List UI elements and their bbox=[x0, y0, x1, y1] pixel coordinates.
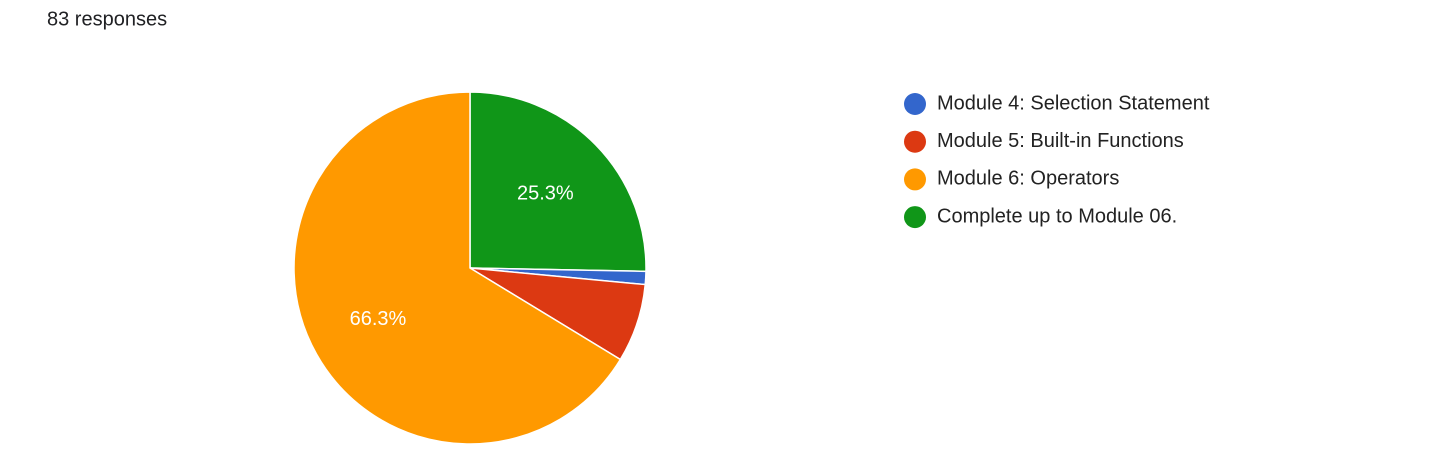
legend-label: Module 5: Built-in Functions bbox=[937, 130, 1184, 152]
legend-label: Module 4: Selection Statement bbox=[937, 92, 1210, 114]
legend-swatch bbox=[904, 93, 926, 115]
legend-swatch bbox=[904, 206, 926, 229]
pie-slice bbox=[469, 91, 647, 273]
legend-label: Complete up to Module 06. bbox=[937, 205, 1177, 227]
slice-label: 66.3% bbox=[350, 308, 407, 330]
legend-swatch bbox=[904, 130, 926, 153]
response-count: 83 responses bbox=[47, 8, 167, 30]
legend-swatch bbox=[904, 168, 926, 191]
legend-label: Module 6: Operators bbox=[937, 168, 1119, 190]
pie-slice bbox=[293, 91, 622, 445]
slice-label: 25.3% bbox=[517, 182, 574, 204]
